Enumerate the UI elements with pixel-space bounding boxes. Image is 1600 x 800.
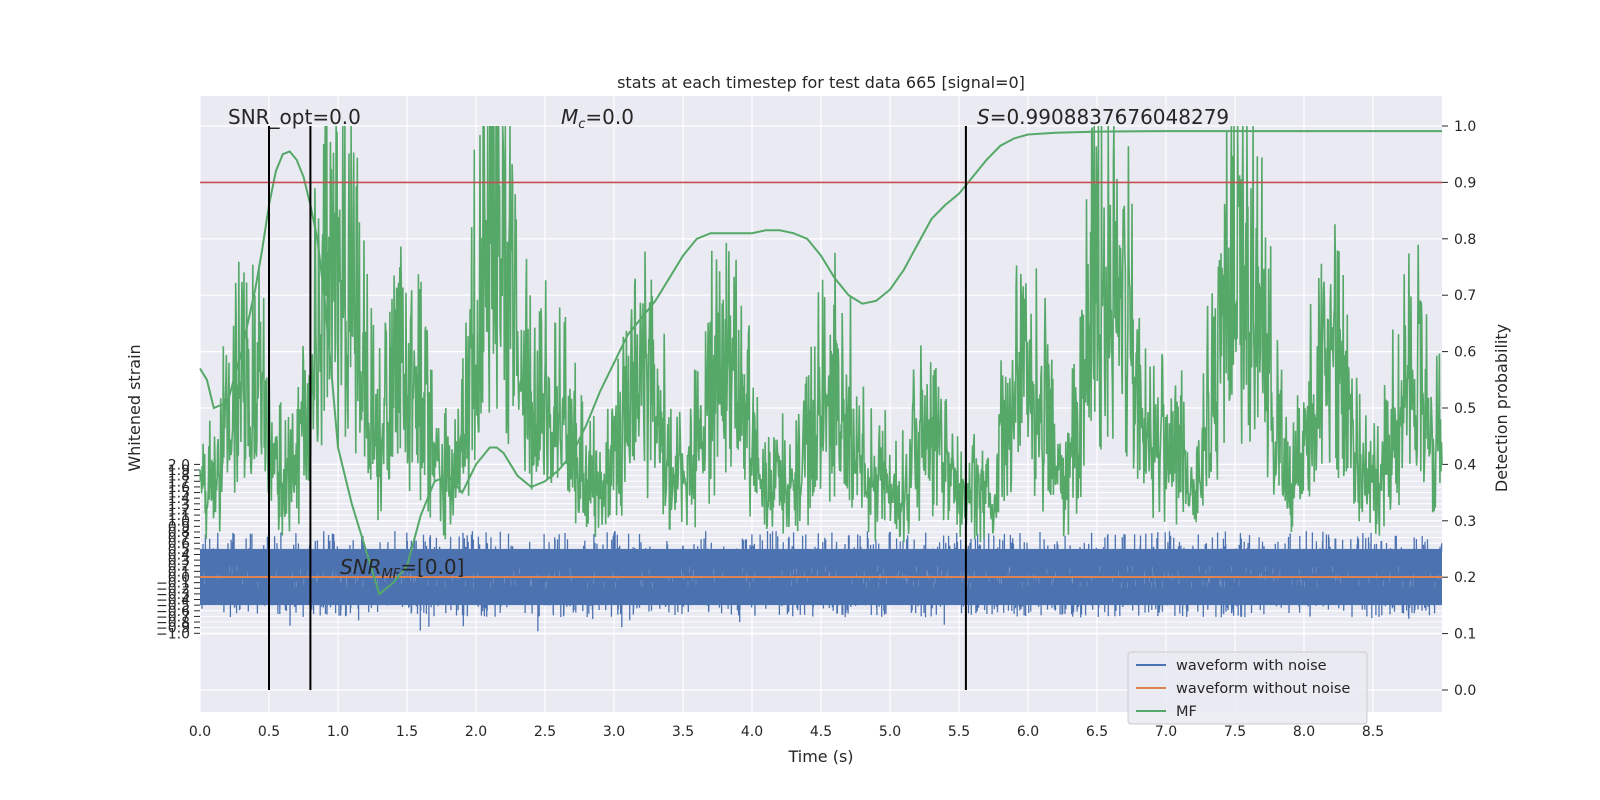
- legend-label-waveform-with-noise: waveform with noise: [1176, 658, 1327, 674]
- left-tick-label: 1.3: [168, 497, 190, 513]
- x-tick-label: 6.5: [1086, 724, 1108, 740]
- x-tick-label: 8.5: [1362, 724, 1384, 740]
- x-tick-label: 1.5: [396, 724, 418, 740]
- left-tick-label: −0.2: [156, 581, 190, 597]
- right-tick-label: 0.2: [1454, 570, 1476, 586]
- right-tick-label: 0.1: [1454, 627, 1476, 643]
- right-tick-label: 0.7: [1454, 288, 1476, 304]
- left-tick-label: 1.0: [168, 514, 190, 530]
- x-tick-label: 8.0: [1293, 724, 1315, 740]
- left-tick-label: 0.8: [168, 525, 190, 541]
- chart-title: stats at each timestep for test data 665…: [617, 73, 1025, 92]
- legend-label-mf: MF: [1176, 704, 1197, 720]
- left-tick-label: −0.9: [156, 621, 190, 637]
- right-tick-label: 0.6: [1454, 345, 1476, 361]
- left-tick-label: 0.9: [168, 519, 190, 535]
- left-tick-label: 0.0: [168, 570, 190, 586]
- x-tick-label: 2.0: [465, 724, 487, 740]
- x-tick-label: 5.5: [948, 724, 970, 740]
- x-tick-label: 7.5: [1224, 724, 1246, 740]
- legend: waveform with noise waveform without noi…: [1127, 651, 1368, 725]
- x-tick-label: 1.0: [327, 724, 349, 740]
- left-tick-label: 0.7: [168, 531, 190, 547]
- annotation-snr-mf: SNRMF=[0.0]: [340, 555, 464, 582]
- x-tick-labels: 0.0 0.5 1.0 1.5 2.0 2.5 3.0 3.5 4.0 4.5 5.0 5.5 6.0 6…: [189, 724, 1384, 740]
- left-tick-label: 1.7: [168, 474, 190, 490]
- series-mf-noisy-trace: [199, 125, 1443, 543]
- left-tick-label: −0.3: [156, 587, 190, 603]
- left-tick-label: 0.2: [168, 559, 190, 575]
- x-tick-label: 0.0: [189, 724, 211, 740]
- x-tick-label: 3.0: [603, 724, 625, 740]
- left-tick-label: −0.5: [156, 598, 190, 614]
- right-tick-labels: 1.0 0.9 0.8 0.7 0.6 0.5 0.4 0.3 0.2 0.1 0.0: [1454, 119, 1476, 699]
- left-tick-label: −0.6: [156, 604, 190, 620]
- left-tick-label: −0.8: [156, 615, 190, 631]
- left-tick-label: 1.8: [168, 469, 190, 485]
- right-tick-label: 0.5: [1454, 401, 1476, 417]
- left-tick-label: 0.4: [168, 547, 190, 563]
- right-tick-label: 1.0: [1454, 119, 1476, 135]
- left-tick-label: 0.6: [168, 536, 190, 552]
- left-tick-label: −0.1: [156, 576, 190, 592]
- left-tick-labels: 2.01.91.81.71.61.51.41.31.21.11.00.90.80…: [156, 457, 190, 642]
- x-tick-label: 6.0: [1017, 724, 1039, 740]
- x-axis-label: Time (s): [787, 747, 853, 766]
- left-tick-label: 0.1: [168, 564, 190, 580]
- y-axis-right-label: Detection probability: [1492, 324, 1511, 492]
- annotation-snr-opt: SNR_opt=0.0: [228, 105, 361, 129]
- x-tick-label: 3.5: [672, 724, 694, 740]
- left-tick-label: 1.5: [168, 486, 190, 502]
- annotation-s: S=0.9908837676048279: [977, 105, 1229, 129]
- left-tick-label: 0.5: [168, 542, 190, 558]
- left-tick-label: 0.3: [168, 553, 190, 569]
- left-tick-label: 1.9: [168, 463, 190, 479]
- right-tick-label: 0.0: [1454, 683, 1476, 699]
- left-tick-label: 1.4: [168, 491, 190, 507]
- annotation-mc: Mc=0.0: [561, 105, 634, 132]
- left-tick-label: −1.0: [156, 626, 190, 642]
- noise-spikes: [201, 530, 1443, 632]
- series-mf-smooth: [199, 130, 1442, 596]
- legend-box: [1127, 651, 1368, 725]
- y-axis-left-label: Whitened strain: [125, 344, 144, 471]
- right-tick-label: 0.9: [1454, 175, 1476, 191]
- left-tick-label: 2.0: [168, 457, 190, 473]
- left-tick-label: −0.7: [156, 609, 190, 625]
- x-tick-label: 2.5: [534, 724, 556, 740]
- right-tick-label: 0.8: [1454, 232, 1476, 248]
- left-tick-label: 1.1: [168, 508, 190, 524]
- x-tick-label: 7.0: [1155, 724, 1177, 740]
- left-tick-label: 1.6: [168, 480, 190, 496]
- x-tick-label: 4.0: [741, 724, 763, 740]
- right-tick-label: 0.4: [1454, 457, 1476, 473]
- x-tick-label: 4.5: [810, 724, 832, 740]
- mf-noisy-path: [199, 125, 1443, 543]
- left-tick-label: −0.4: [156, 593, 190, 609]
- vertical-markers: [268, 126, 967, 690]
- x-tick-label: 5.0: [879, 724, 901, 740]
- right-tick-label: 0.3: [1454, 514, 1476, 530]
- x-tick-label: 0.5: [258, 724, 280, 740]
- left-tick-label: 1.2: [168, 502, 190, 518]
- legend-label-waveform-without-noise: waveform without noise: [1176, 681, 1350, 697]
